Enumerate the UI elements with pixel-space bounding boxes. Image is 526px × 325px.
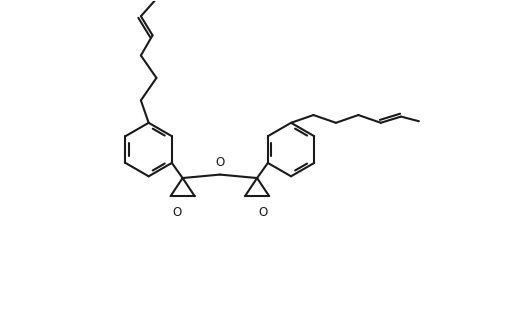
Text: O: O [258,206,268,219]
Text: O: O [172,206,181,219]
Text: O: O [215,156,225,169]
